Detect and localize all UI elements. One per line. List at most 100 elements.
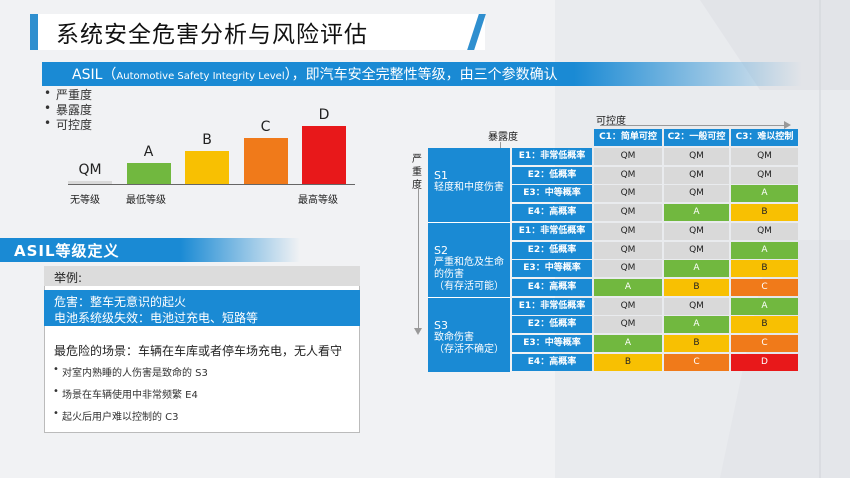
asil-bar-qm (68, 181, 112, 184)
severity-desc-s3-0: 致命伤害 (434, 331, 474, 343)
matrix-cell-s3-e4-c2: C (664, 353, 729, 371)
bullet-exposure: 暴露度 (44, 101, 92, 118)
matrix-cell-s3-e4-c1: B (594, 353, 662, 371)
matrix-cell-s3-e3-c2: B (664, 335, 729, 352)
asil-banner (42, 62, 802, 86)
matrix-cell-s2-e3-c2: A (664, 260, 729, 278)
matrix-cell-s1-e4-c3: B (731, 204, 798, 222)
matrix-cell-s1-e4-c1: QM (594, 204, 662, 222)
matrix-cell-s2-e1-c2: QM (664, 222, 729, 240)
axis-label-highest: 最高等级 (298, 195, 338, 206)
matrix-cell-s2-e3-c3: B (731, 260, 798, 278)
severity-desc-s2-2: （有存活可能） (434, 280, 504, 292)
exposure-row-header-s1-e4: E4：高概率 (512, 204, 592, 222)
title-bar (30, 14, 485, 50)
severity-desc-s2-0: 严重和危及生命 (434, 256, 504, 268)
matrix-cell-s3-e1-c2: QM (664, 297, 729, 315)
matrix-cell-s1-e3-c1: QM (594, 185, 662, 203)
matrix-cell-s2-e1-c1: QM (594, 222, 662, 240)
example-hazard-band (44, 290, 360, 326)
example-heading: 举例: (54, 271, 83, 285)
matrix-cell-s2-e2-c1: QM (594, 241, 662, 259)
level-axis (68, 184, 355, 185)
definition-title: ASIL等级定义 (14, 242, 120, 260)
bullet-controllability: 可控度 (44, 116, 92, 133)
exposure-row-header-s1-e2: E2：低概率 (512, 166, 592, 184)
matrix-cell-s3-e3-c3: C (731, 335, 798, 352)
matrix-cell-s1-e3-c3: A (731, 185, 798, 203)
exposure-row-header-s2-e3: E3：中等概率 (512, 260, 592, 278)
exposure-row-header-s3-e1: E1：非常低概率 (512, 297, 592, 315)
asil-bar-label-d: D (318, 106, 330, 123)
example-point-controllability: 起火后用户难以控制的 C3 (53, 408, 178, 423)
matrix-cell-s1-e1-c1: QM (594, 148, 662, 165)
severity-axis-label: 严重度 (412, 154, 422, 191)
asil-banner-text: ASIL（Automotive Safety Integrity Level），… (72, 64, 558, 84)
exposure-row-header-s1-e1: E1：非常低概率 (512, 148, 592, 165)
asil-bar-label-b: B (202, 131, 212, 148)
example-worst-scene: 最危险的场景：车辆在车库或者停车场充电，无人看守 (54, 344, 343, 358)
matrix-cell-s1-e4-c2: A (664, 204, 729, 222)
severity-desc-s3-1: （存活不确定） (434, 343, 504, 355)
asil-bar-d (302, 125, 346, 184)
asil-bar-a (126, 163, 171, 184)
bullet-severity: 严重度 (44, 86, 92, 103)
asil-banner-suffix: ），即汽车安全完整性等级，由三个参数确认 (284, 67, 558, 83)
definition-banner (0, 238, 300, 262)
severity-column (428, 148, 510, 372)
matrix-cell-s1-e1-c2: QM (664, 148, 729, 165)
asil-bar-label-c: C (260, 119, 271, 136)
matrix-cell-s1-e2-c3: QM (731, 166, 798, 184)
exposure-row-header-s2-e1: E1：非常低概率 (512, 222, 592, 240)
matrix-cell-s3-e3-c1: A (594, 335, 662, 352)
matrix-cell-s3-e4-c3: D (731, 353, 798, 371)
severity-desc-s1-0: 轻度和中度伤害 (434, 182, 504, 193)
matrix-cell-s3-e1-c1: QM (594, 297, 662, 315)
asil-banner-prefix: ASIL（ (72, 67, 117, 83)
asil-banner-english: Automotive Safety Integrity Level (116, 71, 285, 82)
matrix-cell-s2-e1-c3: QM (731, 222, 798, 240)
severity-code-s1: S1 (434, 169, 448, 182)
matrix-cell-s2-e4-c1: A (594, 278, 662, 296)
controllability-arrow (600, 121, 791, 129)
page-title: 系统安全危害分析与风险评估 (56, 22, 368, 48)
severity-separator (428, 221, 510, 223)
matrix-cell-s2-e2-c3: A (731, 241, 798, 259)
matrix-cell-s3-e1-c3: A (731, 297, 798, 315)
example-header (44, 266, 360, 286)
matrix-cell-s2-e4-c3: C (731, 278, 798, 296)
severity-separator (428, 296, 510, 298)
axis-label-none: 无等级 (70, 195, 100, 206)
exposure-row-header-s1-e3: E3：中等概率 (512, 185, 592, 203)
exposure-row-header-s3-e2: E2：低概率 (512, 316, 592, 334)
exposure-row-header-s2-e2: E2：低概率 (512, 241, 592, 259)
example-point-severity: 对室内熟睡的人伤害是致命的 S3 (53, 364, 208, 379)
exposure-axis-label: 暴露度 (488, 132, 518, 143)
matrix-cell-s1-e2-c1: QM (594, 166, 662, 184)
severity-desc-s2-1: 的伤害 (434, 268, 464, 280)
exposure-row-header-s3-e3: E3：中等概率 (512, 335, 592, 352)
controllability-axis-label: 可控度 (596, 116, 626, 127)
matrix-cell-s3-e2-c3: B (731, 316, 798, 334)
matrix-column-header-c3: C3：难以控制 (731, 129, 798, 146)
matrix-cell-s1-e3-c2: QM (664, 185, 729, 203)
exposure-row-header-s2-e4: E4：高概率 (512, 278, 592, 296)
matrix-cell-s3-e2-c1: QM (594, 316, 662, 334)
matrix-cell-s1-e2-c2: QM (664, 166, 729, 184)
example-failure: 电池系统级失效：电池过充电、短路等 (54, 311, 259, 325)
matrix-cell-s3-e2-c2: A (664, 316, 729, 334)
asil-bar-b (185, 150, 229, 184)
example-point-exposure: 场景在车辆使用中非常频繁 E4 (53, 386, 198, 401)
exposure-row-header-s3-e4: E4：高概率 (512, 353, 592, 371)
asil-bar-label-a: A (143, 144, 154, 161)
severity-code-s3: S3 (434, 318, 448, 332)
matrix-column-header-c1: C1：简单可控 (594, 129, 662, 146)
severity-code-s2: S2 (434, 243, 448, 257)
matrix-cell-s1-e1-c3: QM (731, 148, 798, 165)
matrix-column-header-c2: C2：一般可控 (664, 129, 729, 146)
axis-label-lowest: 最低等级 (126, 195, 166, 206)
severity-arrow (414, 183, 422, 335)
matrix-cell-s2-e4-c2: B (664, 278, 729, 296)
asil-bar-label-qm: QM (78, 162, 102, 178)
matrix-cell-s2-e2-c2: QM (664, 241, 729, 259)
